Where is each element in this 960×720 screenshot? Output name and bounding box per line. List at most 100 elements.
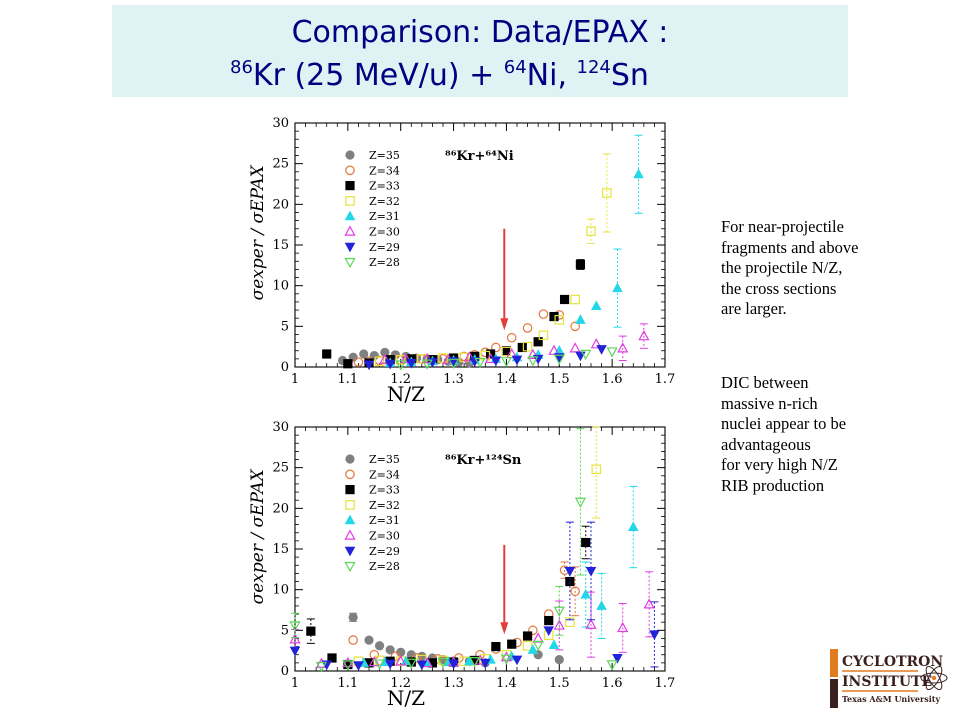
data-point <box>554 315 565 325</box>
legend-label: Z=29 <box>369 241 400 254</box>
chart-kr-ni: 1 1.1 1.2 1.3 1.4 1.5 1.6 1.7 0 5 10 15 20 25 30 N/Z σex… <box>248 116 675 406</box>
title-text-b: Ni, <box>526 58 577 93</box>
reaction-label: ⁸⁶Kr+⁶⁴Ni <box>445 149 514 164</box>
data-point <box>522 640 533 651</box>
data-point <box>581 537 591 548</box>
x-tick-label: 1.1 <box>338 676 359 691</box>
annotation-line: the cross sections <box>721 278 837 298</box>
annotation-line: massive n-rich <box>721 393 818 413</box>
x-tick-label: 1.5 <box>549 372 570 387</box>
data-point <box>591 300 602 311</box>
legend-label: Z=29 <box>369 545 400 558</box>
legend-marker <box>345 500 355 510</box>
data-point <box>364 635 374 645</box>
data-point <box>353 661 364 671</box>
data-point <box>348 612 358 622</box>
legend-marker <box>345 485 355 495</box>
data-point <box>517 342 527 353</box>
legend-marker <box>345 150 355 160</box>
annotation-line: the projectile N/Z, <box>721 258 843 277</box>
data-point <box>570 321 580 332</box>
annotation-line: RIB production <box>721 475 825 495</box>
series-Z=30 <box>379 323 650 364</box>
legend-label: Z=28 <box>369 256 400 269</box>
x-tick-label: 1.4 <box>496 676 517 691</box>
annotation-line: fragments and above <box>721 237 859 257</box>
data-point <box>507 639 517 649</box>
legend-marker <box>344 257 356 269</box>
data-point <box>395 655 407 666</box>
legend-marker <box>344 529 356 540</box>
slide-title-line1: Comparison: Data/EPAX : <box>291 15 669 50</box>
x-tick-label: 1.2 <box>390 372 411 387</box>
series-Z=28 <box>289 428 618 673</box>
data-point <box>395 360 407 371</box>
data-point <box>416 660 428 671</box>
title-sup-c: 124 <box>576 57 611 78</box>
legend: Z=35 Z=34 Z=33 Z=32 Z=31 Z=30 Z=29 Z=28 <box>344 149 400 269</box>
data-point <box>527 644 539 654</box>
data-point <box>575 259 586 270</box>
data-point <box>564 566 576 577</box>
data-point <box>406 358 417 369</box>
data-point <box>643 598 655 609</box>
data-point <box>590 338 602 349</box>
data-point <box>628 521 639 532</box>
legend-label: Z=33 <box>369 180 400 193</box>
data-point <box>421 359 433 370</box>
slide-title-line2: 86Kr (25 MeV/u) + 64Ni, 124Sn <box>230 57 649 93</box>
data-point <box>500 651 513 662</box>
data-point <box>612 653 623 664</box>
data-point <box>553 354 565 365</box>
y-tick-label: 0 <box>281 664 289 679</box>
title-text-c: Sn <box>610 58 649 93</box>
data-point <box>306 626 316 636</box>
y-tick-label: 5 <box>281 623 289 638</box>
data-point <box>638 330 650 341</box>
cyclotron-institute-logo: CYCLOTRON INSTITUTE Texas A&M University <box>830 649 948 708</box>
data-point <box>447 358 460 369</box>
y-tick-label: 25 <box>272 157 289 172</box>
reaction-label: ⁸⁶Kr+¹²⁴Sn <box>445 453 522 468</box>
data-point <box>511 655 523 666</box>
series-Z=32 <box>374 153 612 367</box>
threshold-arrow-head <box>500 318 509 331</box>
data-point <box>527 356 539 367</box>
y-axis-label: σexper / σEPAX <box>248 468 268 604</box>
y-tick-label: 15 <box>272 238 289 253</box>
data-point <box>500 357 513 368</box>
annotation-line: are larger. <box>721 299 787 318</box>
y-tick-label: 30 <box>272 116 289 131</box>
data-point <box>570 294 580 305</box>
legend-marker <box>344 561 356 573</box>
data-point <box>549 311 559 322</box>
annotation-line: DIC between <box>721 373 809 392</box>
data-point <box>522 341 533 352</box>
data-point <box>569 342 581 353</box>
data-point <box>417 354 427 364</box>
data-point <box>554 655 564 665</box>
data-point <box>544 615 554 626</box>
title-sup-a: 86 <box>230 57 253 78</box>
data-point <box>585 618 597 629</box>
x-tick-label: 1.6 <box>602 372 623 387</box>
legend-label: Z=32 <box>369 499 400 512</box>
x-tick-label: 1.2 <box>390 676 411 691</box>
annotation-line: For near-projectile <box>721 217 844 236</box>
x-tick-label: 1.1 <box>338 372 359 387</box>
title-banner: Comparison: Data/EPAX : 86Kr (25 MeV/u) … <box>112 5 848 97</box>
annotation-near-projectile: For near-projectile fragments and above th… <box>721 217 858 320</box>
data-point <box>575 314 586 324</box>
data-point <box>289 621 301 632</box>
x-axis-label: N/Z <box>387 382 425 406</box>
data-point <box>363 360 375 371</box>
data-point <box>617 342 629 353</box>
data-point <box>400 352 412 364</box>
x-tick-label: 1.7 <box>655 676 676 691</box>
x-tick-label: 1.5 <box>549 676 570 691</box>
data-point <box>532 632 544 643</box>
data-point <box>390 651 401 662</box>
legend-label: Z=35 <box>369 149 400 162</box>
data-point <box>380 347 390 357</box>
data-point <box>596 600 607 610</box>
